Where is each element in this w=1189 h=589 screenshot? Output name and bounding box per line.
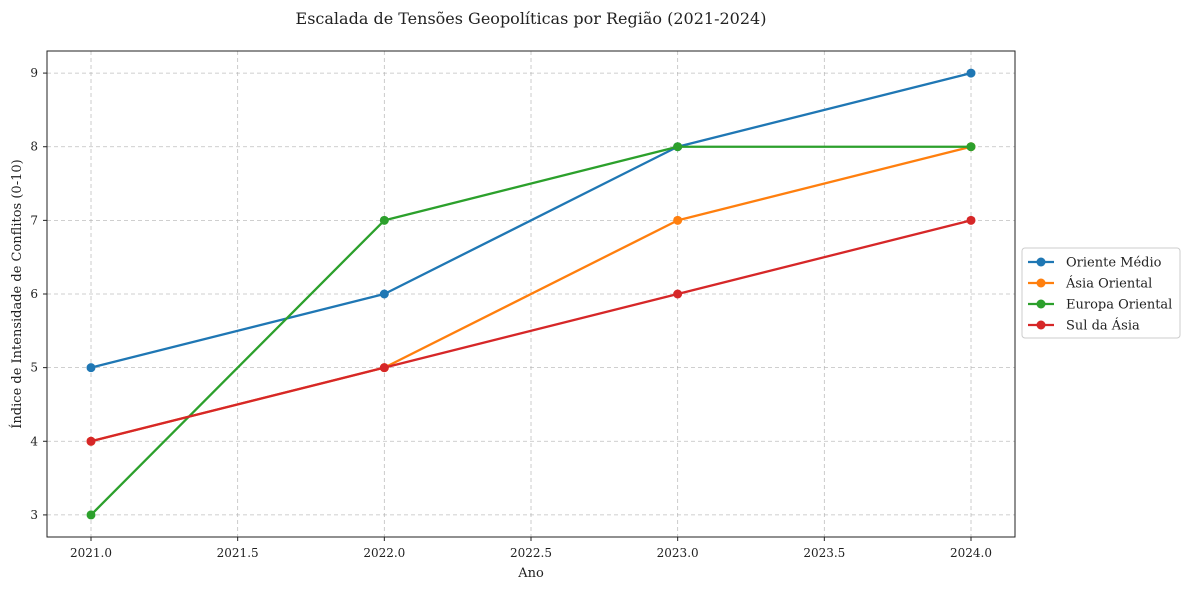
- legend-item: Oriente Médio: [1028, 256, 1162, 271]
- x-axis-ticks: 2021.0 2021.5 2022.0 2022.5 2023.0 2023.5 2024…: [70, 537, 992, 560]
- legend-item: Europa Oriental: [1028, 298, 1172, 313]
- data-point: [86, 363, 96, 373]
- y-tick-label: 4: [30, 434, 38, 448]
- series-line: [90, 71, 972, 369]
- x-tick-label: 2021.0: [70, 546, 112, 560]
- x-tick-label: 2021.5: [217, 546, 259, 560]
- data-point: [966, 68, 976, 78]
- legend-swatch-marker: [1036, 278, 1046, 288]
- data-point: [379, 289, 389, 299]
- chart-title: Escalada de Tensões Geopolíticas por Reg…: [296, 9, 767, 28]
- y-axis-title: Índice de Intensidade de Conflitos (0-10…: [9, 159, 25, 428]
- y-tick-label: 8: [30, 140, 38, 154]
- data-point: [379, 363, 389, 373]
- x-tick-label: 2023.5: [803, 546, 845, 560]
- legend: Oriente Médio Ásia Oriental Europa Orienta…: [1021, 247, 1181, 339]
- y-tick-label: 7: [30, 213, 38, 227]
- series-line: [90, 145, 971, 516]
- legend-box: [1021, 247, 1181, 339]
- legend-label: Oriente Médio: [1066, 256, 1162, 271]
- data-point: [673, 215, 683, 225]
- legend-item: Ásia Oriental: [1028, 276, 1152, 292]
- y-tick-label: 3: [30, 508, 38, 522]
- legend-label: Sul da Ásia: [1066, 318, 1140, 334]
- y-tick-label: 9: [30, 66, 38, 80]
- legend-swatch-marker: [1036, 257, 1046, 267]
- x-tick-label: 2024.0: [950, 546, 992, 560]
- data-point: [673, 142, 683, 152]
- grid: [47, 51, 1015, 537]
- legend-label: Europa Oriental: [1066, 298, 1172, 313]
- x-axis-title: Ano: [517, 566, 544, 581]
- series-layer: [86, 68, 976, 520]
- legend-swatch-marker: [1036, 320, 1046, 330]
- x-tick-label: 2022.5: [510, 546, 552, 560]
- y-tick-label: 6: [30, 287, 38, 301]
- x-tick-label: 2023.0: [657, 546, 699, 560]
- legend-label: Ásia Oriental: [1065, 276, 1152, 292]
- data-point: [966, 142, 976, 152]
- series-line: [90, 219, 972, 443]
- legend-item: Sul da Ásia: [1028, 318, 1140, 334]
- y-tick-label: 5: [30, 361, 38, 375]
- data-point: [379, 215, 389, 225]
- data-point: [86, 510, 96, 520]
- series-3: [86, 142, 976, 520]
- data-point: [673, 289, 683, 299]
- series-4: [86, 215, 976, 446]
- y-axis-ticks: 3 4 5 6 7 8 9: [30, 66, 47, 522]
- legend-swatch-marker: [1036, 299, 1046, 309]
- x-tick-label: 2022.0: [363, 546, 405, 560]
- data-point: [966, 215, 976, 225]
- data-point: [86, 436, 96, 446]
